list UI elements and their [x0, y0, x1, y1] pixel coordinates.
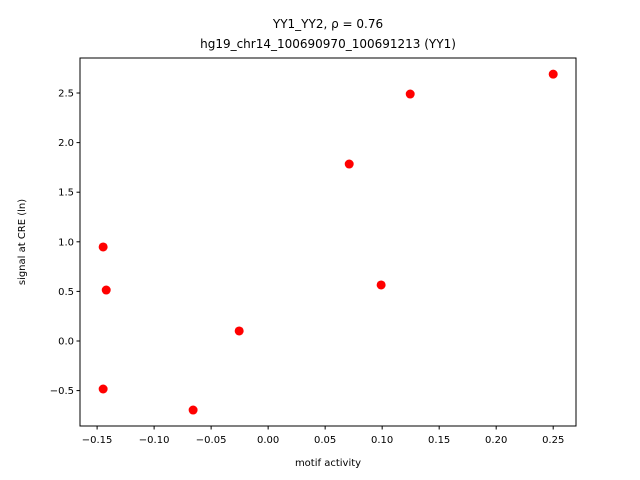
x-tick-label: −0.05 [196, 435, 227, 446]
point [234, 326, 244, 336]
y-tick-label: 1.0 [58, 237, 74, 248]
plot-frame [79, 57, 577, 427]
point [98, 242, 108, 252]
point [548, 69, 558, 79]
point [98, 384, 108, 394]
y-tick-label: 0.5 [58, 287, 74, 298]
x-tick-label: −0.10 [139, 435, 170, 446]
x-tick-label: 0.05 [314, 435, 336, 446]
y-tick-label: −0.5 [50, 386, 74, 397]
x-tick-label: 0.10 [371, 435, 393, 446]
x-tick-label: −0.15 [82, 435, 113, 446]
x-axis-label: motif activity [295, 458, 361, 469]
y-axis-label: signal at CRE (ln) [17, 199, 28, 285]
point [344, 159, 354, 169]
x-tick-label: 0.20 [485, 435, 507, 446]
y-tick-label: 0.0 [58, 336, 74, 347]
y-tick-label: 2.5 [58, 89, 74, 100]
point [188, 405, 198, 415]
x-tick-label: 0.15 [428, 435, 450, 446]
x-tick-label: 0.00 [257, 435, 279, 446]
x-tick-label: 0.25 [542, 435, 564, 446]
chart-title: YY1_YY2, ρ = 0.76 [272, 17, 383, 31]
point [101, 285, 111, 295]
y-tick-label: 2.0 [58, 138, 74, 149]
point [405, 89, 415, 99]
point [376, 280, 386, 290]
y-tick-label: 1.5 [58, 188, 74, 199]
chart-subtitle: hg19_chr14_100690970_100691213 (YY1) [200, 37, 456, 51]
